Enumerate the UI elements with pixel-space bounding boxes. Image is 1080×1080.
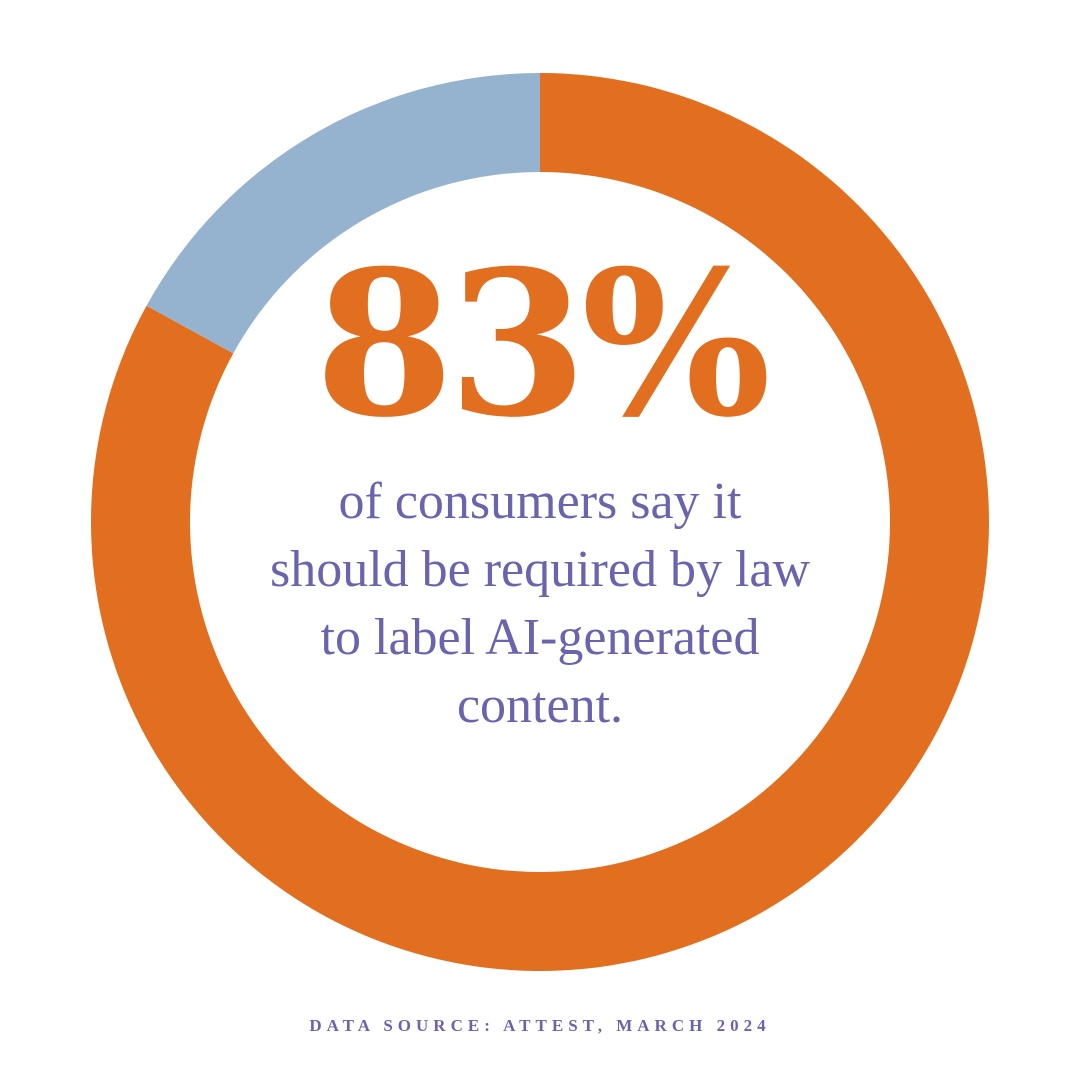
center-value: 83% xyxy=(314,227,771,462)
caption: of consumers say it should be required b… xyxy=(269,473,811,734)
donut-segment xyxy=(146,73,540,354)
source: DATA SOURCE: ATTEST, MARCH 2024 xyxy=(309,1016,771,1035)
